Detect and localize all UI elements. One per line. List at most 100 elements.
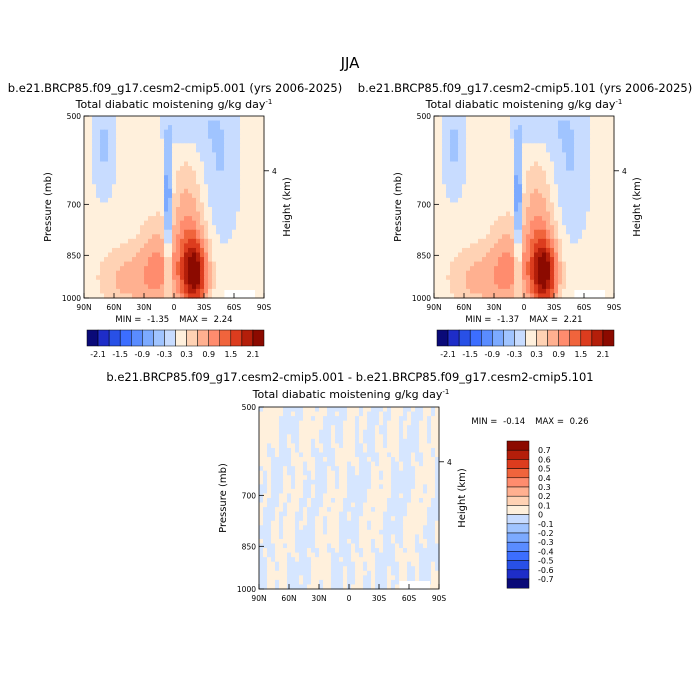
- case1-cell: [140, 257, 145, 263]
- case1-cell: [208, 216, 213, 222]
- case2-cell: [434, 293, 439, 299]
- case1-cell: [92, 138, 97, 144]
- diff-cell: [403, 479, 408, 485]
- case2-cell: [558, 211, 563, 217]
- case2-cell: [570, 193, 575, 199]
- case1-cell: [128, 225, 133, 231]
- case1-cell: [244, 202, 249, 208]
- case2-cell: [546, 207, 551, 213]
- case2-cell: [482, 220, 487, 226]
- diff-cell: [259, 425, 264, 431]
- case2-cell: [594, 234, 599, 240]
- case2-cell: [470, 129, 475, 135]
- case1-cell: [232, 184, 237, 190]
- case2-cell: [514, 275, 519, 281]
- case1-cell: [96, 116, 101, 122]
- case1-cell: [176, 161, 181, 167]
- diff-cell: [319, 475, 324, 481]
- case2-cell: [534, 293, 539, 299]
- case1-cell: [192, 170, 197, 176]
- diff-cell: [275, 411, 280, 417]
- diff-cell: [407, 488, 412, 495]
- case2-cell: [602, 197, 607, 204]
- diff-cell: [363, 507, 368, 513]
- case1-xtick-label: 60N: [106, 303, 121, 312]
- case1-cell: [152, 161, 157, 167]
- case1-cell: [148, 138, 153, 144]
- diff-cell: [411, 507, 416, 513]
- case2-cell: [518, 247, 523, 254]
- case2-cell: [546, 293, 551, 299]
- diff-cell: [379, 438, 384, 444]
- case1-cell: [120, 147, 125, 153]
- case2-cell: [590, 234, 595, 240]
- case2-cell: [534, 170, 539, 176]
- case1-cell: [252, 156, 257, 163]
- case2-cell: [446, 220, 451, 226]
- case2-cell: [494, 175, 499, 181]
- case1-cell: [160, 207, 165, 213]
- case2-cell: [518, 270, 523, 276]
- case2-cell: [446, 225, 451, 231]
- case1-cell: [92, 261, 97, 267]
- case1-cell: [244, 143, 249, 149]
- diff-cell: [291, 452, 296, 458]
- case2-cell: [574, 207, 579, 213]
- diff-cell: [403, 493, 408, 499]
- case2-cell: [530, 252, 535, 258]
- diff-cell: [327, 502, 332, 508]
- case1-cell: [140, 179, 145, 185]
- diff-cell: [259, 507, 264, 513]
- case1-cell: [260, 129, 265, 135]
- case2-cell: [486, 175, 491, 181]
- diff-cell: [359, 479, 364, 485]
- case1-cell: [160, 293, 165, 299]
- case2-cell: [526, 234, 531, 240]
- case1-cell: [236, 138, 241, 144]
- case1-cell: [96, 266, 101, 272]
- case1-cell: [248, 152, 253, 158]
- case1-cell: [132, 143, 137, 149]
- case1-cell: [188, 170, 193, 176]
- case1-cell: [168, 220, 173, 226]
- case2-cell: [494, 147, 499, 153]
- case2-cell: [594, 179, 599, 185]
- diff-cell: [299, 411, 304, 417]
- case2-cell: [494, 202, 499, 208]
- diff-cell: [323, 507, 328, 513]
- diff-cell: [399, 425, 404, 431]
- case1-cell: [252, 197, 257, 204]
- case2-cell: [578, 129, 583, 135]
- case2-cell: [458, 147, 463, 153]
- case1-cell: [108, 288, 113, 295]
- diff-cell: [263, 438, 268, 444]
- case2-cell: [574, 202, 579, 208]
- case2-cell: [510, 252, 515, 258]
- case1-cell: [176, 284, 181, 290]
- diff-cell: [323, 534, 328, 540]
- diff-cell: [363, 434, 368, 440]
- diff-cell: [295, 525, 300, 531]
- case1-cell: [92, 252, 97, 258]
- case2-cell: [494, 229, 499, 235]
- diff-cell: [419, 470, 424, 476]
- case1-cell: [196, 211, 201, 217]
- diff-cell: [259, 407, 264, 413]
- case2-cell: [554, 120, 559, 126]
- case2-cell: [466, 211, 471, 217]
- case2-cell: [454, 216, 459, 222]
- diff-cell: [323, 443, 328, 449]
- case2-cell: [446, 152, 451, 158]
- diff-cell: [295, 507, 300, 513]
- case2-cell: [570, 216, 575, 222]
- case1-cell: [116, 261, 121, 267]
- case1-cell: [108, 143, 113, 149]
- case2-cell: [478, 202, 483, 208]
- case2-cell: [538, 120, 543, 126]
- case2-cell: [606, 270, 611, 276]
- case2-cell: [594, 170, 599, 176]
- diff-cell: [343, 452, 348, 458]
- case2-cell: [534, 193, 539, 199]
- case1-cell: [136, 207, 141, 213]
